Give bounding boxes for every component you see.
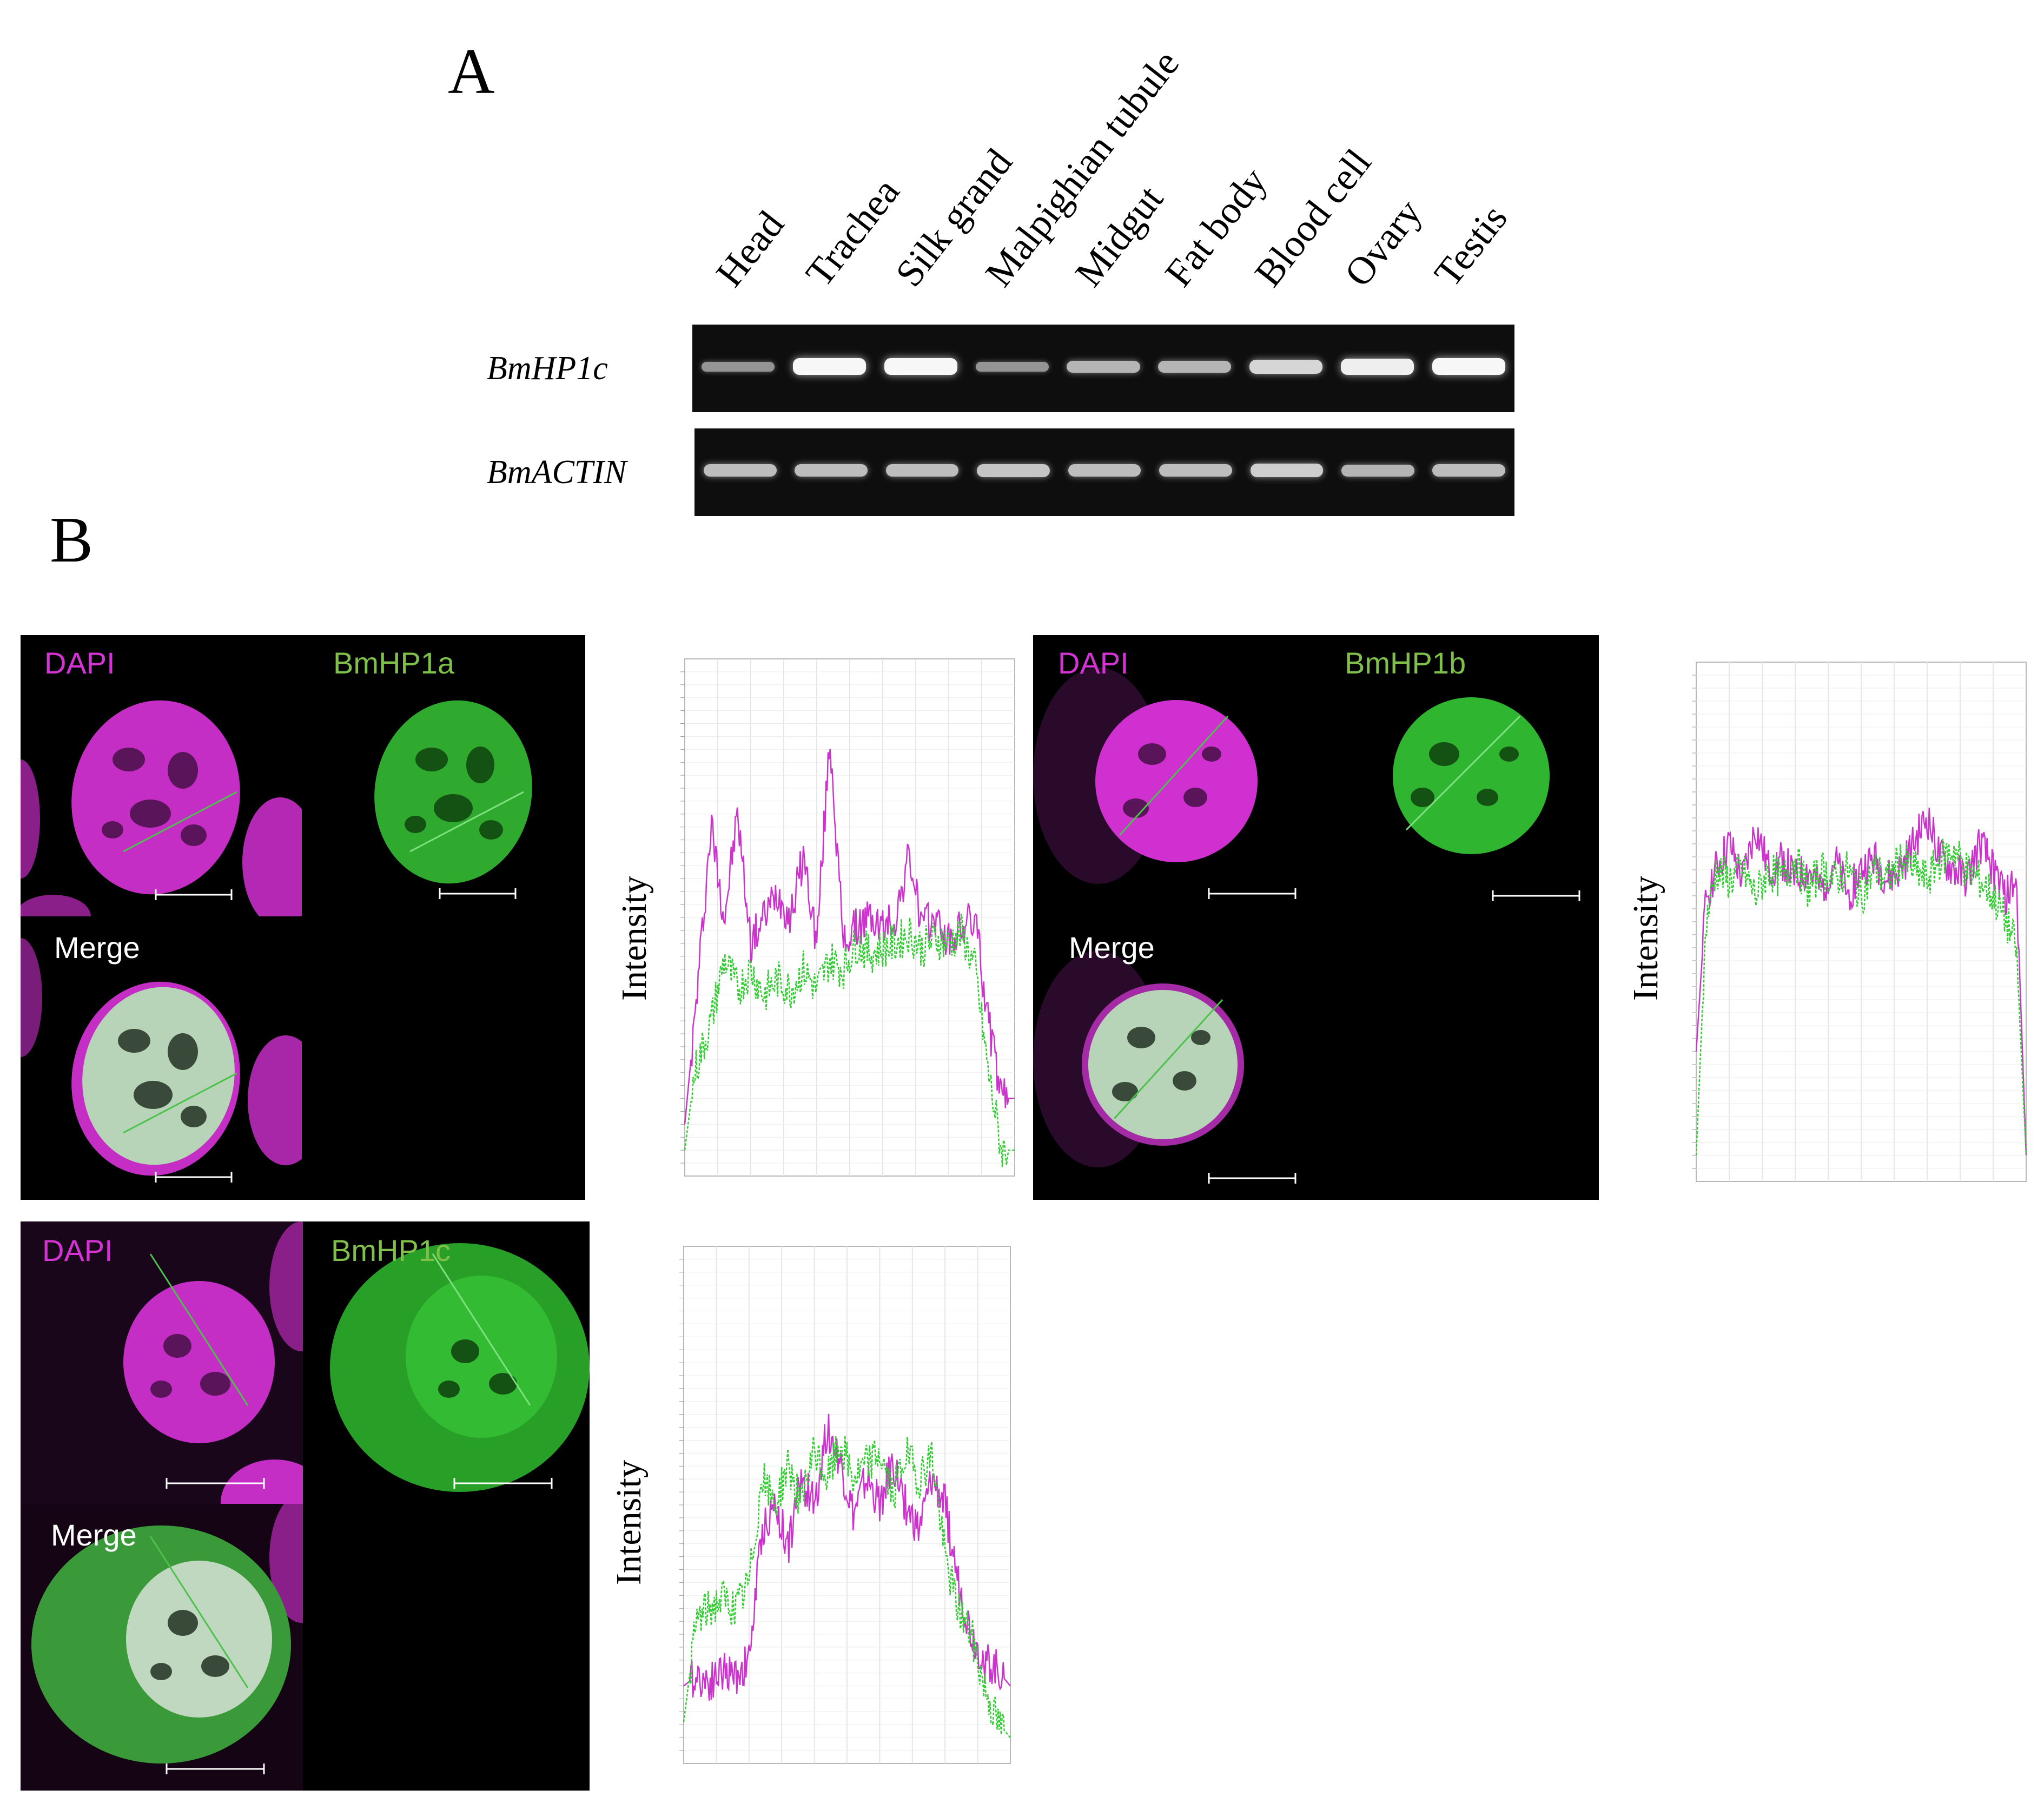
protein-label-hp1b: BmHP1b	[1345, 646, 1466, 680]
image-dapi-hp1b: DAPI	[1033, 635, 1314, 919]
panel-a-letter: A	[448, 35, 495, 107]
image-merge-hp1b: Merge	[1033, 919, 1314, 1200]
image-protein-hp1b: BmHP1b	[1314, 635, 1599, 919]
band-0-8	[1432, 358, 1506, 375]
series-line-0-1	[684, 913, 1015, 1167]
band-0-6	[1249, 359, 1323, 374]
image-empty-hp1c	[303, 1504, 590, 1791]
band-0-1	[792, 358, 866, 375]
intensity-label-1: Intensity	[614, 876, 654, 1001]
dapi-label-hp1b: DAPI	[1058, 646, 1129, 680]
image-merge-hp1a: Merge	[21, 916, 302, 1200]
band-1-1	[795, 464, 868, 477]
gene-label-bmactin: BmACTIN	[487, 454, 627, 491]
band-1-3	[977, 464, 1050, 477]
band-0-2	[884, 358, 957, 375]
band-0-5	[1158, 360, 1232, 373]
intensity-label-3: Intensity	[609, 1460, 649, 1585]
series-line-2-1	[683, 1435, 1011, 1739]
band-1-2	[885, 464, 959, 477]
band-0-4	[1067, 360, 1140, 373]
dapi-label-hp1a: DAPI	[44, 646, 115, 680]
merge-label-hp1c: Merge	[51, 1518, 137, 1552]
image-dapi-hp1c: DAPI	[21, 1221, 303, 1504]
band-1-4	[1068, 464, 1141, 477]
intensity-label-2: Intensity	[1626, 876, 1665, 1001]
gel-bmactin	[694, 428, 1514, 516]
image-empty-hp1b	[1314, 919, 1599, 1200]
image-protein-hp1c: BmHP1c	[303, 1221, 590, 1504]
lane-label-1: Trachea	[797, 170, 908, 295]
band-1-0	[703, 464, 777, 477]
band-1-6	[1250, 464, 1324, 478]
band-1-7	[1341, 464, 1414, 477]
series-line-0-0	[684, 749, 1015, 1125]
series-line-2-0	[683, 1414, 1011, 1701]
protein-label-hp1a: BmHP1a	[333, 646, 455, 680]
dapi-label-hp1c: DAPI	[42, 1233, 113, 1267]
series-line-1-1	[1695, 838, 2027, 1156]
band-1-5	[1159, 464, 1232, 477]
gene-label-bmhp1c: BmHP1c	[487, 350, 608, 387]
profile-chart-2	[1677, 657, 2032, 1203]
band-0-3	[975, 361, 1049, 372]
gel-bmhp1c	[692, 325, 1514, 412]
band-1-8	[1432, 464, 1506, 477]
merge-label-hp1a: Merge	[54, 930, 140, 965]
lane-label-7: Ovary	[1336, 191, 1430, 295]
lane-label-0: Head	[707, 203, 792, 295]
merge-label-hp1b: Merge	[1069, 930, 1155, 965]
panel-b-letter: B	[50, 504, 94, 576]
profile-chart-1	[665, 653, 1020, 1198]
profile-chart-3	[664, 1241, 1016, 1785]
image-empty-hp1a	[302, 916, 585, 1200]
band-0-7	[1341, 358, 1414, 375]
lane-label-8: Testis	[1426, 196, 1516, 295]
band-0-0	[701, 361, 775, 372]
image-merge-hp1c: Merge	[21, 1504, 303, 1791]
protein-label-hp1c: BmHP1c	[331, 1233, 451, 1267]
image-protein-hp1a: BmHP1a	[302, 635, 585, 916]
image-dapi-hp1a: DAPI	[21, 635, 302, 916]
